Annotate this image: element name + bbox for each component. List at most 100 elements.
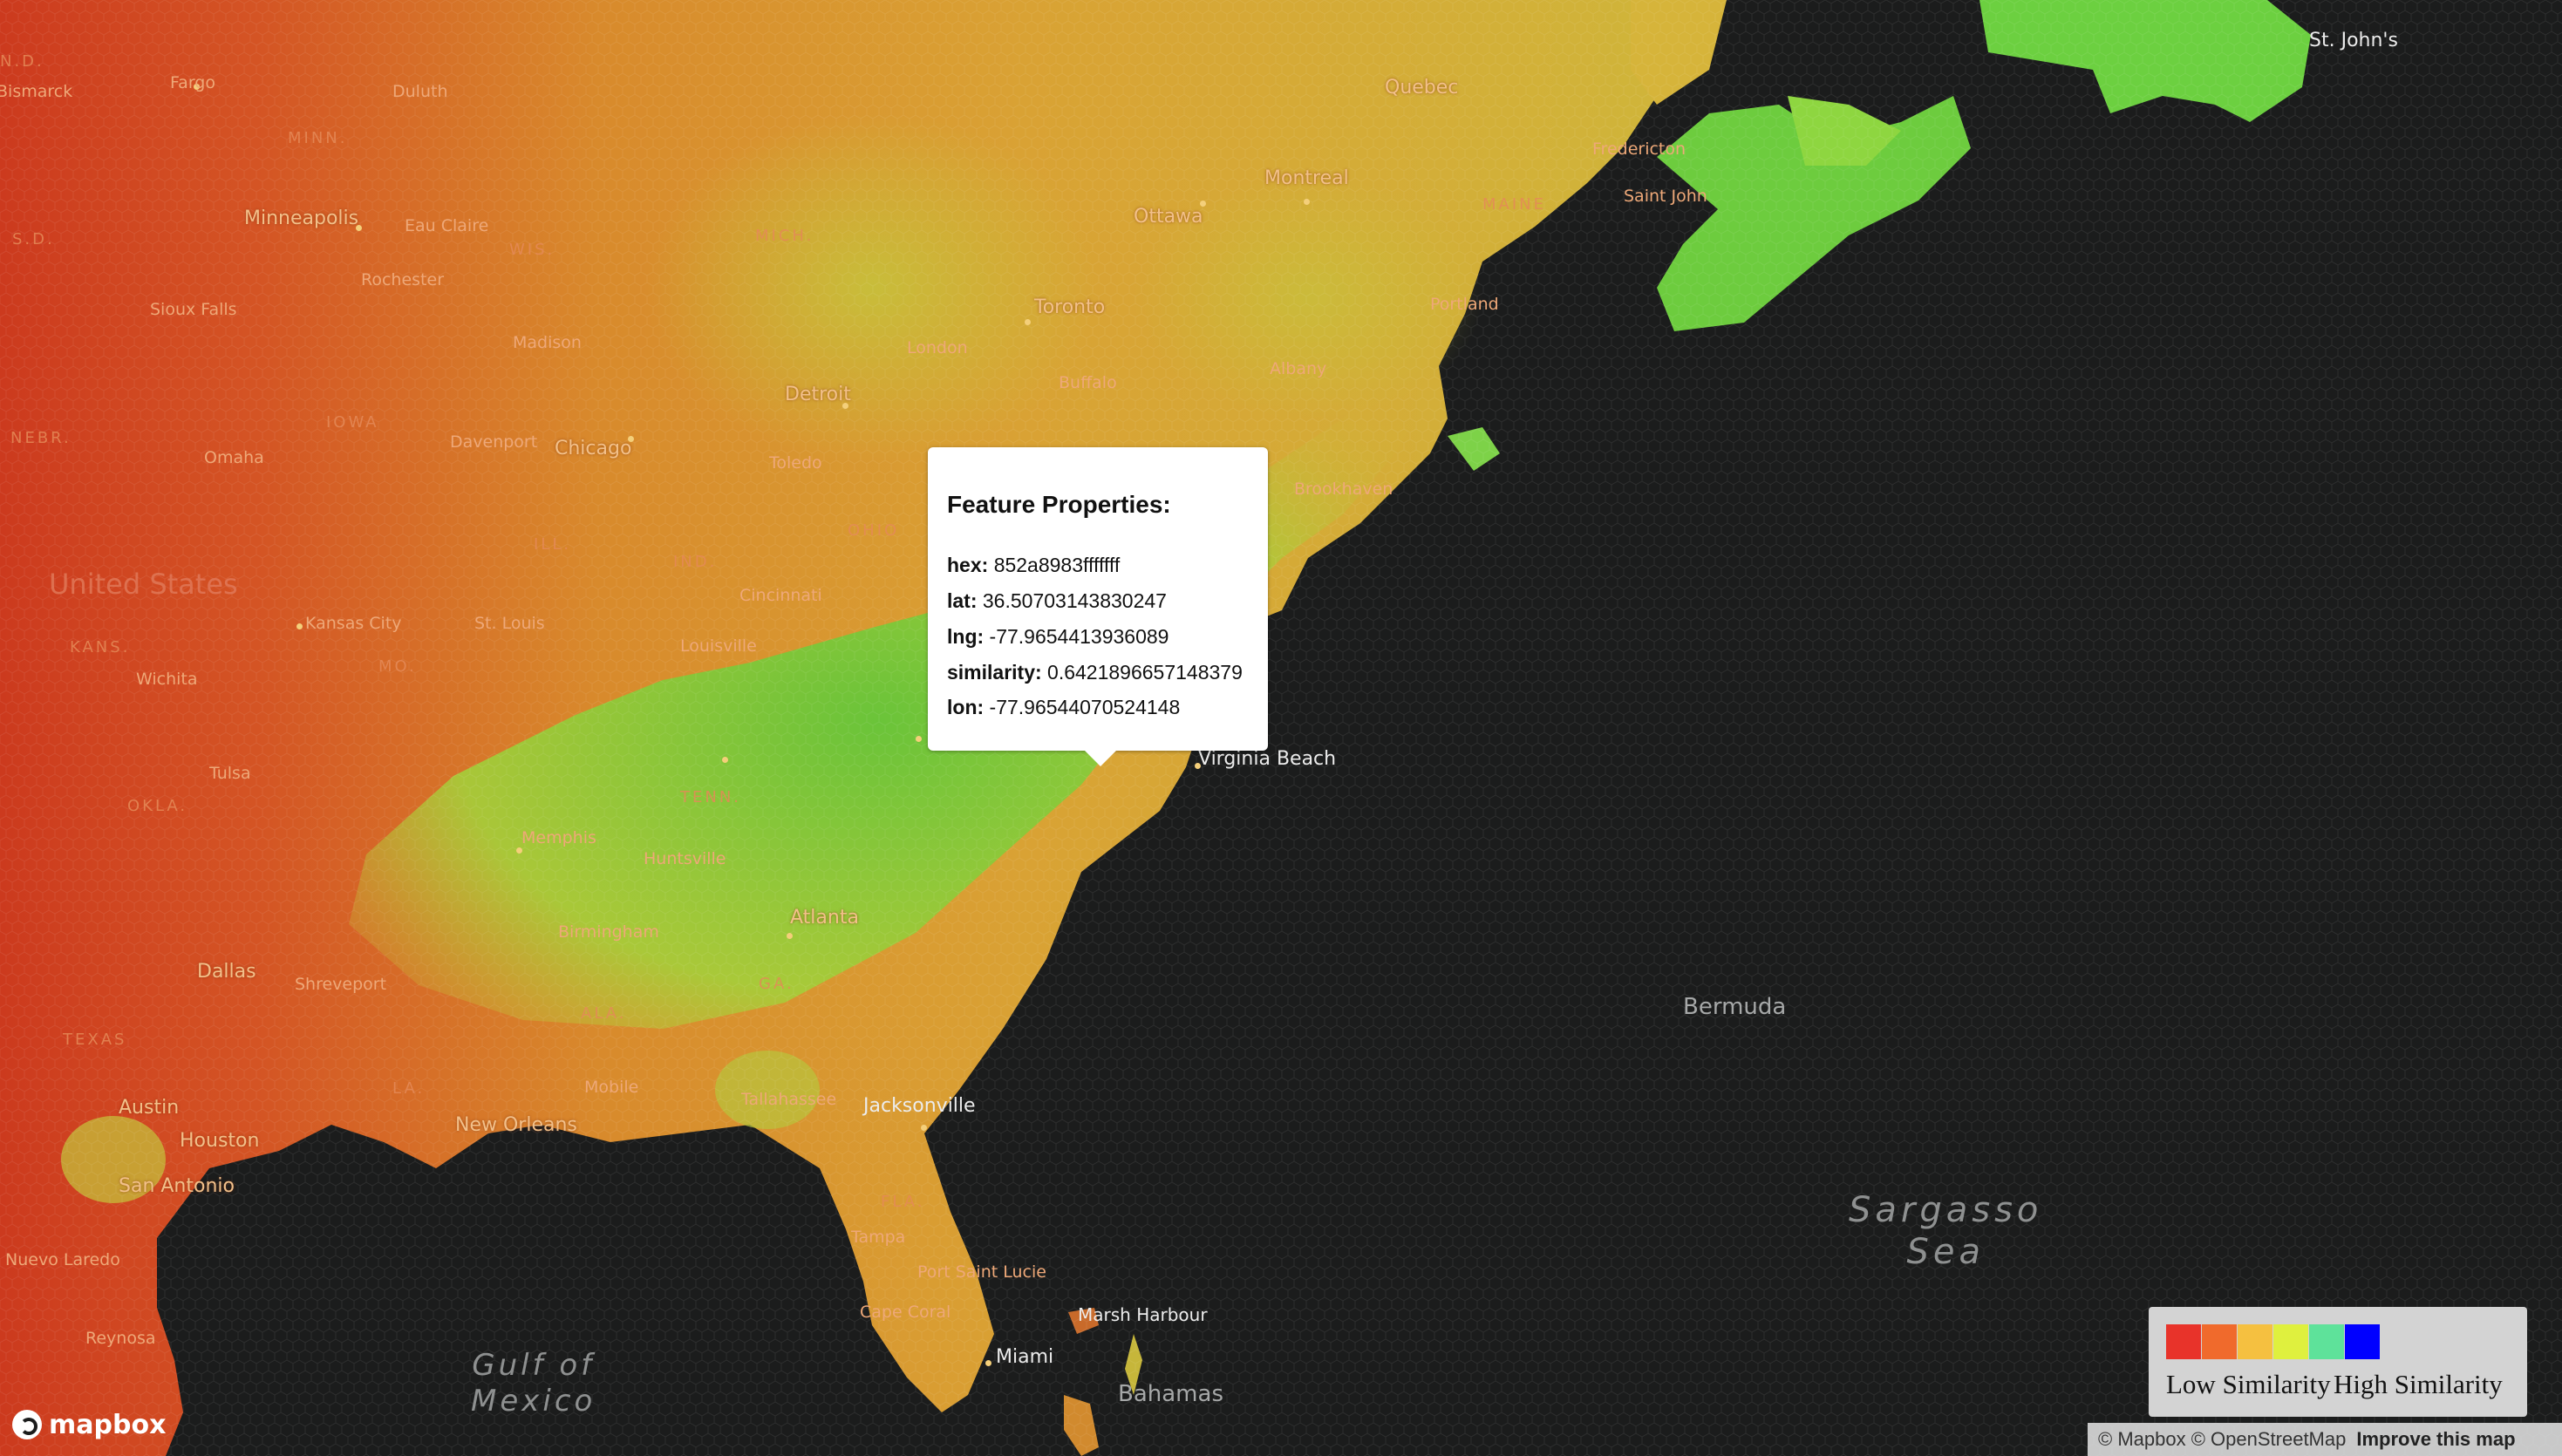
- state-label: MO.: [378, 657, 417, 676]
- city-label: Nuevo Laredo: [5, 1250, 120, 1269]
- city-label: Tampa: [851, 1228, 906, 1247]
- state-label: MINN.: [288, 129, 348, 147]
- city-label: Austin: [119, 1097, 180, 1119]
- city-label: Tulsa: [209, 764, 251, 783]
- city-label: Louisville: [680, 636, 757, 656]
- city-label: Omaha: [204, 448, 264, 467]
- sea-label-line-2: Sea: [1906, 1232, 1985, 1272]
- state-label: IOWA: [326, 413, 379, 432]
- gulf-label-line-2: Mexico: [471, 1383, 596, 1419]
- place-label-bermuda: Bermuda: [1683, 994, 1787, 1020]
- place-label-marsh-harbour: Marsh Harbour: [1078, 1304, 1208, 1325]
- city-label: Madison: [513, 333, 582, 352]
- sea-label-line-1: Sargasso: [1849, 1190, 2043, 1230]
- city-label: Atlanta: [790, 907, 859, 929]
- state-label: GA.: [759, 975, 794, 993]
- city-dot: [722, 757, 728, 763]
- popup-value: -77.96544070524148: [989, 696, 1181, 718]
- state-label: KANS.: [70, 638, 131, 657]
- feature-popup: Feature Properties: hex: 852a8983fffffff…: [928, 447, 1268, 766]
- state-label: MICH.: [755, 227, 814, 245]
- gulf-label-line-1: Gulf of: [472, 1348, 596, 1383]
- city-label: Chicago: [555, 438, 632, 459]
- city-label: Buffalo: [1059, 373, 1117, 392]
- popup-value: 36.50703143830247: [982, 589, 1167, 612]
- city-label: Eau Claire: [405, 216, 489, 235]
- city-label: St. Louis: [474, 614, 545, 633]
- city-dot: [1304, 199, 1310, 205]
- legend-high-label: High Similarity: [2334, 1369, 2503, 1399]
- place-label-st-johns: St. John's: [2309, 30, 2398, 51]
- city-label: Houston: [180, 1130, 260, 1152]
- city-label: Bismarck: [0, 82, 73, 101]
- city-label: Davenport: [450, 432, 538, 452]
- city-dot: [1200, 201, 1206, 207]
- city-label: San Antonio: [119, 1175, 235, 1197]
- popup-row-similarity: similarity: 0.6421896657148379: [947, 661, 1243, 684]
- popup-row-hex: hex: 852a8983fffffff: [947, 554, 1120, 577]
- improve-map-link[interactable]: Improve this map: [2356, 1428, 2516, 1450]
- city-label: Memphis: [521, 828, 596, 847]
- mapbox-logo-icon: [12, 1410, 42, 1439]
- city-label: Rochester: [361, 270, 444, 289]
- state-label: OKLA.: [127, 797, 188, 815]
- state-label: TENN.: [680, 788, 742, 806]
- city-dot: [985, 1360, 991, 1366]
- state-label: WIS.: [509, 241, 555, 259]
- state-label: N.D.: [0, 52, 44, 71]
- city-label: Kansas City: [305, 614, 402, 633]
- popup-row-lon: lon: -77.96544070524148: [947, 696, 1180, 719]
- city-label: Birmingham: [558, 922, 659, 942]
- legend-swatch: [2309, 1324, 2344, 1359]
- legend-low-label: Low Similarity: [2166, 1369, 2331, 1399]
- legend-swatch: [2202, 1324, 2237, 1359]
- city-label: Fargo: [170, 73, 215, 92]
- attribution-mapbox-link[interactable]: © Mapbox: [2098, 1428, 2186, 1450]
- popup-value: -77.9654413936089: [989, 625, 1169, 648]
- place-label-jacksonville: Jacksonville: [863, 1095, 976, 1117]
- state-label: S.D.: [12, 230, 55, 248]
- state-label: IND.: [673, 553, 718, 571]
- city-label: Duluth: [392, 82, 448, 101]
- state-label: ILL.: [534, 535, 572, 554]
- legend-swatch: [2238, 1324, 2272, 1359]
- city-label: Cape Coral: [860, 1303, 951, 1322]
- city-label: London: [907, 338, 968, 357]
- city-label: Fredericton: [1592, 139, 1686, 159]
- popup-value: 0.6421896657148379: [1047, 661, 1243, 684]
- city-label: Quebec: [1385, 77, 1459, 99]
- city-label: Saint John: [1624, 187, 1707, 206]
- city-dot: [916, 736, 922, 742]
- city-dot: [921, 1125, 927, 1131]
- city-label: Wichita: [136, 670, 198, 689]
- city-label: New Orleans: [455, 1114, 577, 1136]
- attribution-osm-link[interactable]: © OpenStreetMap: [2191, 1428, 2347, 1450]
- similarity-legend: Low Similarity High Similarity: [2149, 1307, 2527, 1417]
- city-dot: [787, 933, 793, 939]
- city-label: Huntsville: [644, 849, 726, 868]
- place-label-bahamas: Bahamas: [1118, 1381, 1223, 1407]
- popup-value: 852a8983fffffff: [993, 554, 1121, 576]
- legend-swatch: [2166, 1324, 2201, 1359]
- country-label: United States: [49, 568, 238, 601]
- city-dot: [356, 225, 362, 231]
- popup-key: lng:: [947, 625, 985, 648]
- city-label: Brookhaven: [1294, 480, 1393, 499]
- city-label: Shreveport: [295, 975, 387, 994]
- popup-key: lat:: [947, 589, 978, 612]
- city-label: Montreal: [1264, 167, 1349, 189]
- city-dot: [628, 436, 634, 442]
- city-label: Cincinnati: [739, 586, 822, 605]
- state-label: LA.: [392, 1079, 426, 1098]
- city-dot: [296, 623, 303, 629]
- city-label: Detroit: [785, 384, 851, 405]
- city-label: Port Saint Lucie: [917, 1262, 1046, 1282]
- city-dot: [516, 847, 522, 854]
- legend-swatch: [2345, 1324, 2380, 1359]
- state-label: MAINE: [1482, 195, 1546, 214]
- city-dot: [842, 403, 848, 409]
- popup-key: similarity:: [947, 661, 1042, 684]
- mapbox-logo[interactable]: mapbox: [12, 1407, 166, 1442]
